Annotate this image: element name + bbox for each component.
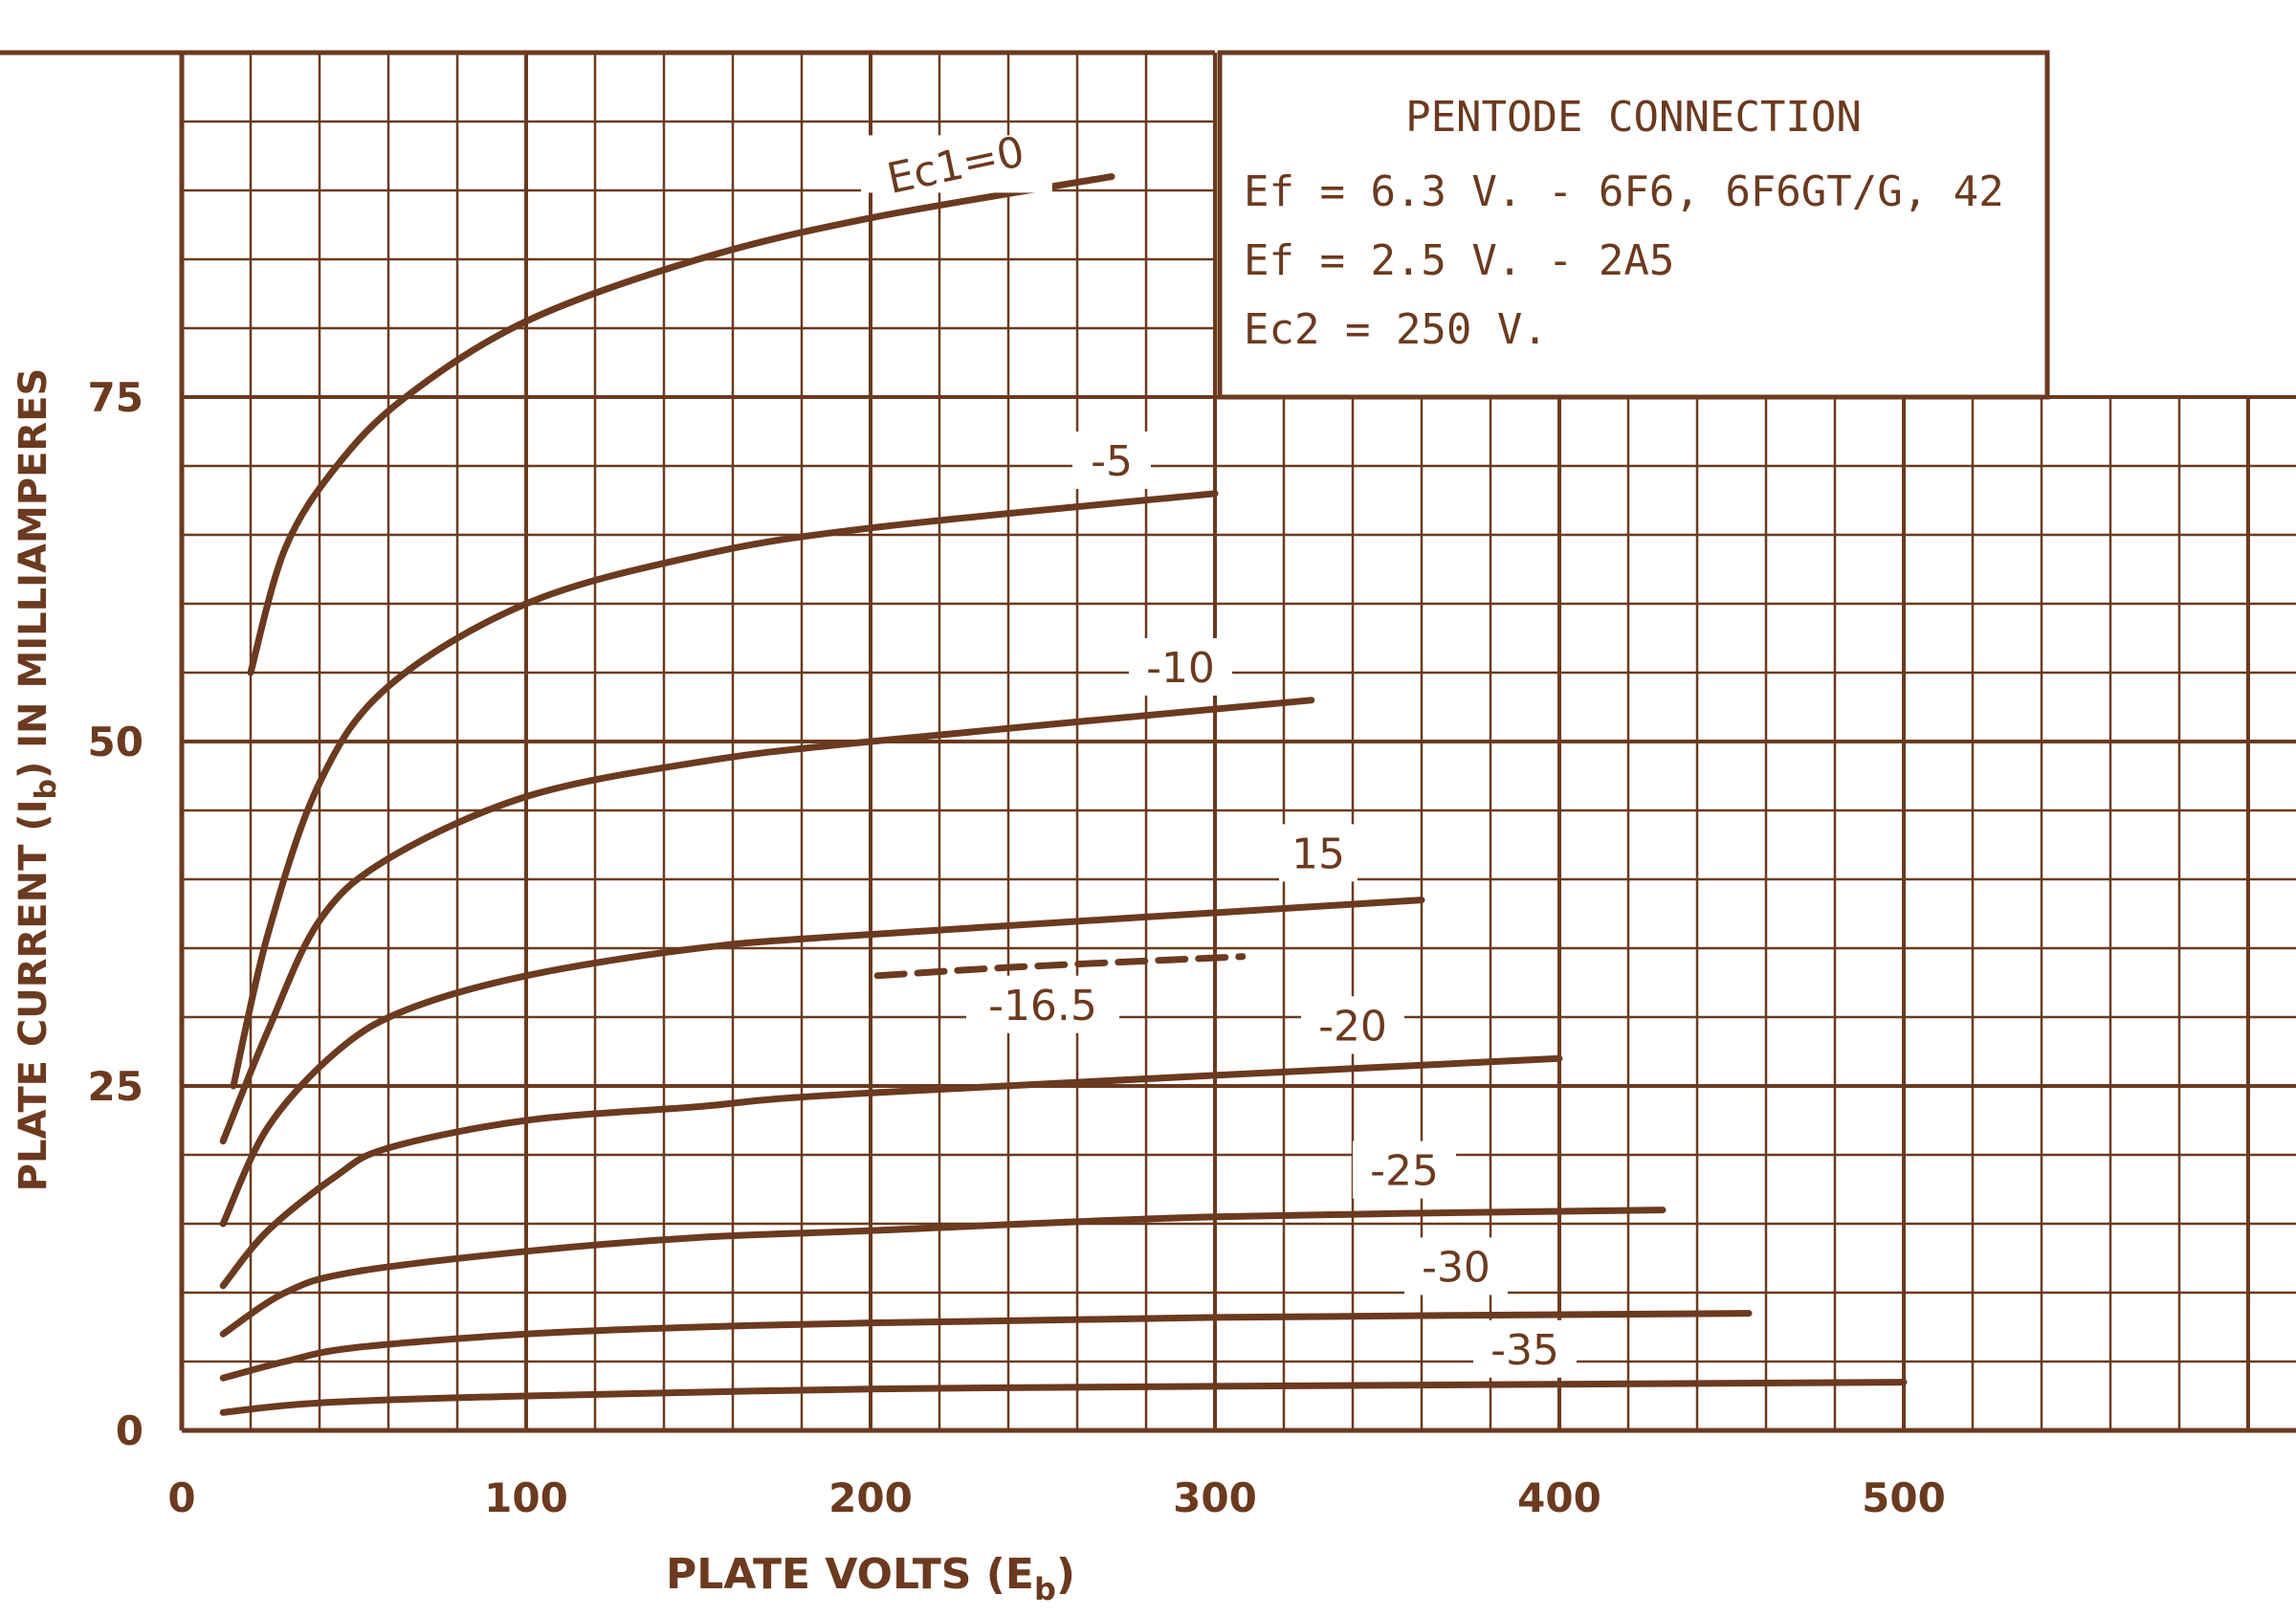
y-axis-title: PLATE CURRENT (Ib) IN MILLIAMPERES — [11, 368, 63, 1192]
curve-30 — [219, 1310, 1753, 1382]
y-tick-label: 25 — [88, 1063, 144, 1110]
y-tick-label: 75 — [88, 374, 144, 421]
x-tick-label: 500 — [1862, 1474, 1946, 1521]
legend-line-3: Ec2 = 250 V. — [1244, 305, 1548, 354]
curve-label-bg — [1129, 638, 1232, 696]
curve-15 — [219, 897, 1425, 1228]
legend-box: PENTODE CONNECTION Ef = 6.3 V. - 6F6, 6F… — [1217, 50, 2050, 400]
y-axis-title-tail: ) IN MILLIAMPERES — [11, 368, 55, 779]
curve-label-bg — [1473, 1319, 1577, 1378]
x-tick-label: 300 — [1173, 1474, 1257, 1521]
curve-5 — [230, 490, 1219, 1090]
curve-label-bg — [966, 975, 1119, 1033]
x-axis-title-close: ) — [1056, 1550, 1075, 1599]
curve-label-bg — [861, 135, 1052, 193]
x-axis-title-sub: b — [1034, 1571, 1056, 1607]
x-axis-title-main: PLATE VOLTS (E — [666, 1550, 1034, 1599]
y-axis-title-main: PLATE CURRENT (I — [11, 800, 55, 1192]
y-tick-labels: 0 25 50 75 — [88, 374, 144, 1454]
curve-label: -16.5 — [988, 982, 1097, 1030]
curve-label-bg — [1279, 824, 1358, 882]
curve-label: -35 — [1490, 1326, 1559, 1375]
x-tick-label: 400 — [1517, 1474, 1601, 1521]
curve-label-bg — [1404, 1237, 1508, 1296]
curve-label: -10 — [1146, 644, 1215, 693]
curve-label: -20 — [1318, 1002, 1387, 1051]
curve-label: -30 — [1422, 1243, 1490, 1292]
y-tick-label: 50 — [88, 719, 144, 765]
x-tick-label: 100 — [484, 1474, 568, 1521]
curve-label-bg — [1301, 996, 1404, 1054]
x-tick-label: 0 — [167, 1474, 195, 1521]
curve-10 — [219, 697, 1315, 1145]
curve-label-bg — [1072, 432, 1151, 489]
curve-35 — [219, 1379, 1908, 1416]
curve-label: 15 — [1292, 830, 1345, 878]
legend-line-2: Ef = 2.5 V. - 2A5 — [1244, 236, 1674, 285]
curve-16-5 — [873, 953, 1247, 980]
legend-line-1: Ef = 6.3 V. - 6F6, 6F6GT/G, 42 — [1244, 167, 2004, 216]
y-axis-title-sub: b — [30, 779, 63, 799]
y-tick-label: 0 — [116, 1407, 144, 1454]
legend-title: PENTODE CONNECTION — [1405, 93, 1862, 142]
curves — [219, 173, 1908, 1416]
legend-background — [1217, 50, 2050, 400]
curve-20 — [219, 1054, 1563, 1290]
curve-label-bg — [1353, 1141, 1456, 1199]
x-tick-label: 200 — [828, 1474, 913, 1521]
x-axis-title: PLATE VOLTS (Eb) — [666, 1550, 1075, 1607]
x-tick-labels: 0 100 200 300 400 500 — [167, 1474, 1945, 1521]
curve-25 — [219, 1207, 1667, 1338]
curve-label: -5 — [1091, 437, 1133, 486]
curve-Ec10 — [247, 173, 1115, 676]
curve-label: -25 — [1370, 1147, 1439, 1196]
